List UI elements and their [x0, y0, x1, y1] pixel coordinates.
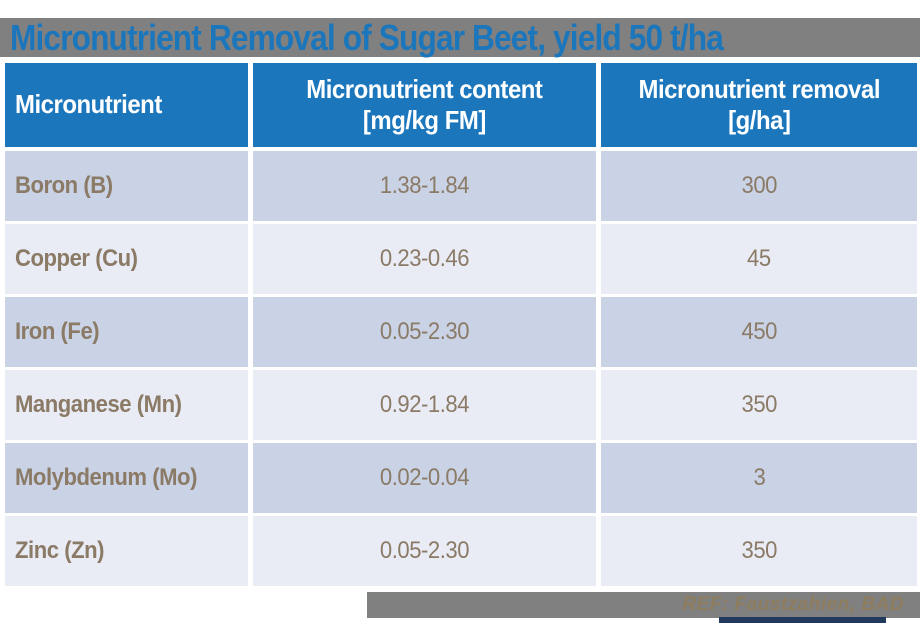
- content-cell: 0.05-2.30: [253, 516, 596, 586]
- nutrient-label: Boron (B): [15, 172, 113, 199]
- header-cell-content: Micronutrient content [mg/kg FM]: [253, 63, 596, 147]
- header-label-removal: Micronutrient removal [g/ha]: [638, 74, 880, 136]
- content-value: 1.38-1.84: [379, 172, 470, 199]
- removal-value: 300: [741, 172, 777, 199]
- header-cell-removal: Micronutrient removal [g/ha]: [601, 63, 917, 147]
- content-cell: 1.38-1.84: [253, 151, 596, 221]
- nutrient-cell: Copper (Cu): [5, 224, 248, 294]
- header-line: Micronutrient content: [306, 73, 543, 104]
- nutrient-cell: Iron (Fe): [5, 297, 248, 367]
- content-value: 0.05-2.30: [379, 537, 470, 564]
- micronutrient-table: Micronutrient Micronutrient content [mg/…: [5, 63, 917, 589]
- content-value: 0.02-0.04: [379, 464, 470, 491]
- footer-bar: REF: Faustzahien, BAD: [367, 592, 920, 618]
- removal-cell: 350: [601, 516, 917, 586]
- removal-value: 450: [741, 318, 777, 345]
- nutrient-cell: Boron (B): [5, 151, 248, 221]
- nutrient-cell: Molybdenum (Mo): [5, 443, 248, 513]
- table-header-row: Micronutrient Micronutrient content [mg/…: [5, 63, 917, 147]
- content-value: 0.92-1.84: [379, 391, 470, 418]
- removal-cell: 45: [601, 224, 917, 294]
- removal-value: 350: [741, 537, 777, 564]
- page-title: Micronutrient Removal of Sugar Beet, yie…: [10, 16, 724, 58]
- nutrient-label: Copper (Cu): [15, 245, 138, 272]
- table-row: Copper (Cu) 0.23-0.46 45: [5, 224, 917, 294]
- removal-value: 350: [741, 391, 777, 418]
- header-label-content: Micronutrient content [mg/kg FM]: [306, 73, 543, 136]
- header-line: [g/ha]: [727, 105, 791, 135]
- removal-value: 45: [747, 245, 771, 272]
- title-bar: Micronutrient Removal of Sugar Beet, yie…: [0, 16, 920, 58]
- removal-cell: 300: [601, 151, 917, 221]
- table-body: Boron (B) 1.38-1.84 300 Copper (Cu) 0.23…: [5, 151, 917, 586]
- header-cell-micronutrient: Micronutrient: [5, 63, 248, 147]
- removal-value: 3: [753, 464, 765, 491]
- nutrient-label: Manganese (Mn): [15, 391, 182, 418]
- content-value: 0.23-0.46: [379, 245, 470, 272]
- header-line: Micronutrient removal: [638, 73, 880, 104]
- nutrient-cell: Manganese (Mn): [5, 370, 248, 440]
- table-row: Molybdenum (Mo) 0.02-0.04 3: [5, 443, 917, 513]
- nutrient-label: Zinc (Zn): [15, 537, 105, 564]
- removal-cell: 3: [601, 443, 917, 513]
- header-line: Micronutrient: [15, 89, 162, 120]
- removal-cell: 350: [601, 370, 917, 440]
- table-row: Boron (B) 1.38-1.84 300: [5, 151, 917, 221]
- content-cell: 0.02-0.04: [253, 443, 596, 513]
- nutrient-label: Iron (Fe): [15, 318, 100, 345]
- content-cell: 0.23-0.46: [253, 224, 596, 294]
- content-cell: 0.92-1.84: [253, 370, 596, 440]
- table-row: Manganese (Mn) 0.92-1.84 350: [5, 370, 917, 440]
- footer-underline: [719, 617, 886, 623]
- nutrient-label: Molybdenum (Mo): [15, 464, 197, 491]
- header-line: [mg/kg FM]: [363, 105, 486, 135]
- table-row: Zinc (Zn) 0.05-2.30 350: [5, 516, 917, 586]
- content-cell: 0.05-2.30: [253, 297, 596, 367]
- table-row: Iron (Fe) 0.05-2.30 450: [5, 297, 917, 367]
- header-label-micronutrient: Micronutrient: [15, 89, 162, 120]
- removal-cell: 450: [601, 297, 917, 367]
- content-value: 0.05-2.30: [379, 318, 470, 345]
- nutrient-cell: Zinc (Zn): [5, 516, 248, 586]
- footer-ref: REF: Faustzahien, BAD: [682, 594, 904, 615]
